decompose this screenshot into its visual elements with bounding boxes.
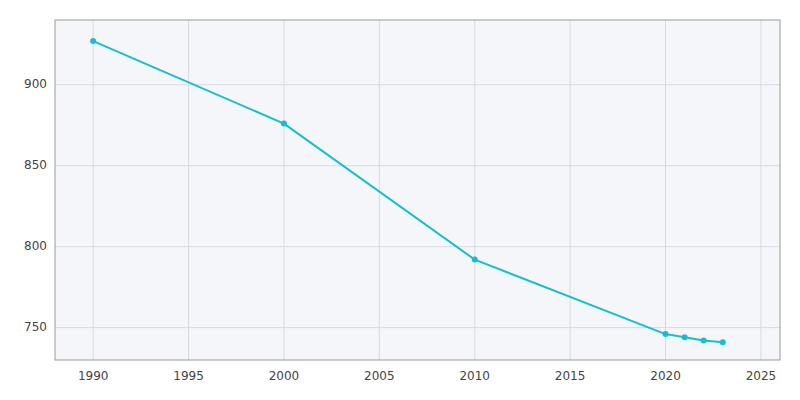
plot-frame	[55, 20, 780, 360]
tick-label: 2005	[364, 369, 395, 383]
marker	[701, 338, 707, 344]
grid	[55, 20, 780, 360]
grid-line	[93, 20, 94, 360]
grid-line	[283, 20, 284, 360]
tick-label: 2025	[746, 369, 777, 383]
grid-line	[188, 20, 189, 360]
grid-line	[55, 165, 780, 166]
plot-area	[55, 20, 780, 360]
tick-label: 2010	[459, 369, 490, 383]
tick-label: 1995	[173, 369, 204, 383]
grid-line	[55, 327, 780, 328]
chart: 750 800 850 900 1990 1995 2000 2005 2010 2015 2020…	[0, 0, 800, 400]
marker	[281, 121, 287, 127]
grid-line	[760, 20, 761, 360]
grid-line	[55, 246, 780, 247]
marker	[720, 339, 726, 345]
marker	[472, 257, 478, 263]
marker	[90, 38, 96, 44]
tick-label: 2000	[269, 369, 300, 383]
tick-label: 800	[24, 239, 47, 253]
marker	[663, 331, 669, 337]
marker	[682, 334, 688, 340]
tick-label: 1990	[78, 369, 109, 383]
tick-label: 900	[24, 77, 47, 91]
grid-line	[55, 84, 780, 85]
grid-line	[379, 20, 380, 360]
tick-label: 2015	[555, 369, 586, 383]
tick-label: 750	[24, 320, 47, 334]
grid-line	[665, 20, 666, 360]
tick-label: 850	[24, 158, 47, 172]
line	[93, 41, 723, 342]
series	[90, 38, 726, 345]
grid-line	[474, 20, 475, 360]
grid-line	[570, 20, 571, 360]
tick-label: 2020	[650, 369, 681, 383]
